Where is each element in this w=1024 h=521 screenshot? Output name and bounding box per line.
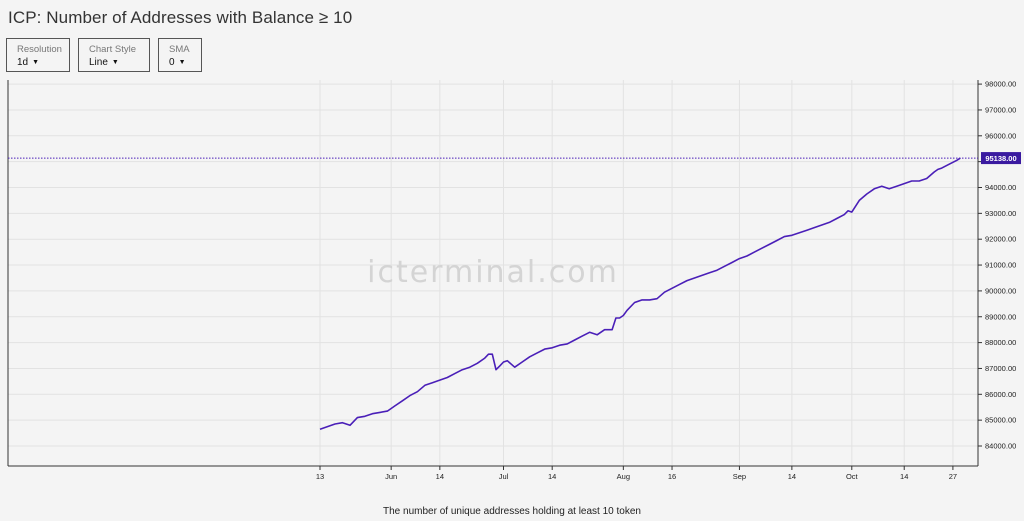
last-value-badge — [981, 152, 1021, 165]
caret-down-icon: ▼ — [178, 59, 186, 66]
y-tick-label: 89000.00 — [985, 312, 1016, 321]
chart-series — [319, 157, 961, 430]
page-title: ICP: Number of Addresses with Balance ≥ … — [8, 8, 353, 27]
y-tick-label: 87000.00 — [985, 364, 1016, 373]
y-tick-label: 91000.00 — [985, 261, 1016, 270]
x-tick-label: 13 — [316, 472, 324, 481]
line-chart[interactable]: icterminal.com 13 Jun 14 Jul 14 Aug 16 Sep 14 Oct… — [0, 80, 1024, 488]
caret-down-icon: ▼ — [111, 59, 119, 66]
y-tick-label: 93000.00 — [985, 209, 1016, 218]
x-tick-label: Jul — [499, 472, 509, 481]
watermark: icterminal.com — [367, 255, 619, 290]
x-axis-ticks: 13 Jun 14 Jul 14 Aug 16 Sep 14 Oct 14 27 — [316, 466, 957, 481]
x-tick-label: 14 — [436, 472, 444, 481]
resolution-value: 1d ▼ — [17, 57, 40, 68]
x-tick-label: 27 — [949, 472, 957, 481]
y-tick-label: 96000.00 — [985, 131, 1016, 140]
y-tick-label: 97000.00 — [985, 105, 1016, 114]
chart-axes — [7, 80, 979, 467]
chart-controls: Resolution 1d ▼ Chart Style Line ▼ SMA 0 ▼ — [6, 38, 202, 72]
y-axis-ticks: 84000.00 85000.00 86000.00 87000.00 88000.00… — [978, 80, 1016, 451]
sma-label: SMA — [169, 44, 190, 55]
y-tick-label: 92000.00 — [985, 235, 1016, 244]
resolution-dropdown[interactable]: Resolution 1d ▼ — [6, 38, 70, 72]
y-tick-label: 85000.00 — [985, 416, 1016, 425]
y-tick-label: 90000.00 — [985, 286, 1016, 295]
x-tick-label: Oct — [846, 472, 859, 481]
chart-grid — [8, 80, 978, 466]
series-line[interactable] — [319, 157, 961, 430]
chart-style-label: Chart Style — [89, 44, 136, 55]
resolution-label: Resolution — [17, 44, 62, 55]
y-tick-label: 86000.00 — [985, 390, 1016, 399]
last-value-label: 95138.00 — [985, 154, 1016, 163]
x-tick-label: 14 — [788, 472, 796, 481]
sma-dropdown[interactable]: SMA 0 ▼ — [158, 38, 202, 72]
x-tick-label: Sep — [733, 472, 746, 481]
y-tick-label: 94000.00 — [985, 183, 1016, 192]
y-tick-label: 84000.00 — [985, 442, 1016, 451]
x-tick-label: Aug — [617, 472, 630, 481]
y-tick-label: 88000.00 — [985, 338, 1016, 347]
x-tick-label: Jun — [385, 472, 397, 481]
chart-style-dropdown[interactable]: Chart Style Line ▼ — [78, 38, 150, 72]
x-tick-label: 14 — [900, 472, 908, 481]
y-tick-label: 98000.00 — [985, 80, 1016, 89]
caret-down-icon: ▼ — [32, 59, 40, 66]
x-tick-label: 16 — [668, 472, 676, 481]
chart-caption: The number of unique addresses holding a… — [383, 506, 641, 517]
last-value-marker: 95138.00 — [8, 152, 1021, 165]
x-tick-label: 14 — [548, 472, 556, 481]
chart-style-value: Line ▼ — [89, 57, 119, 68]
sma-value: 0 ▼ — [169, 57, 186, 68]
